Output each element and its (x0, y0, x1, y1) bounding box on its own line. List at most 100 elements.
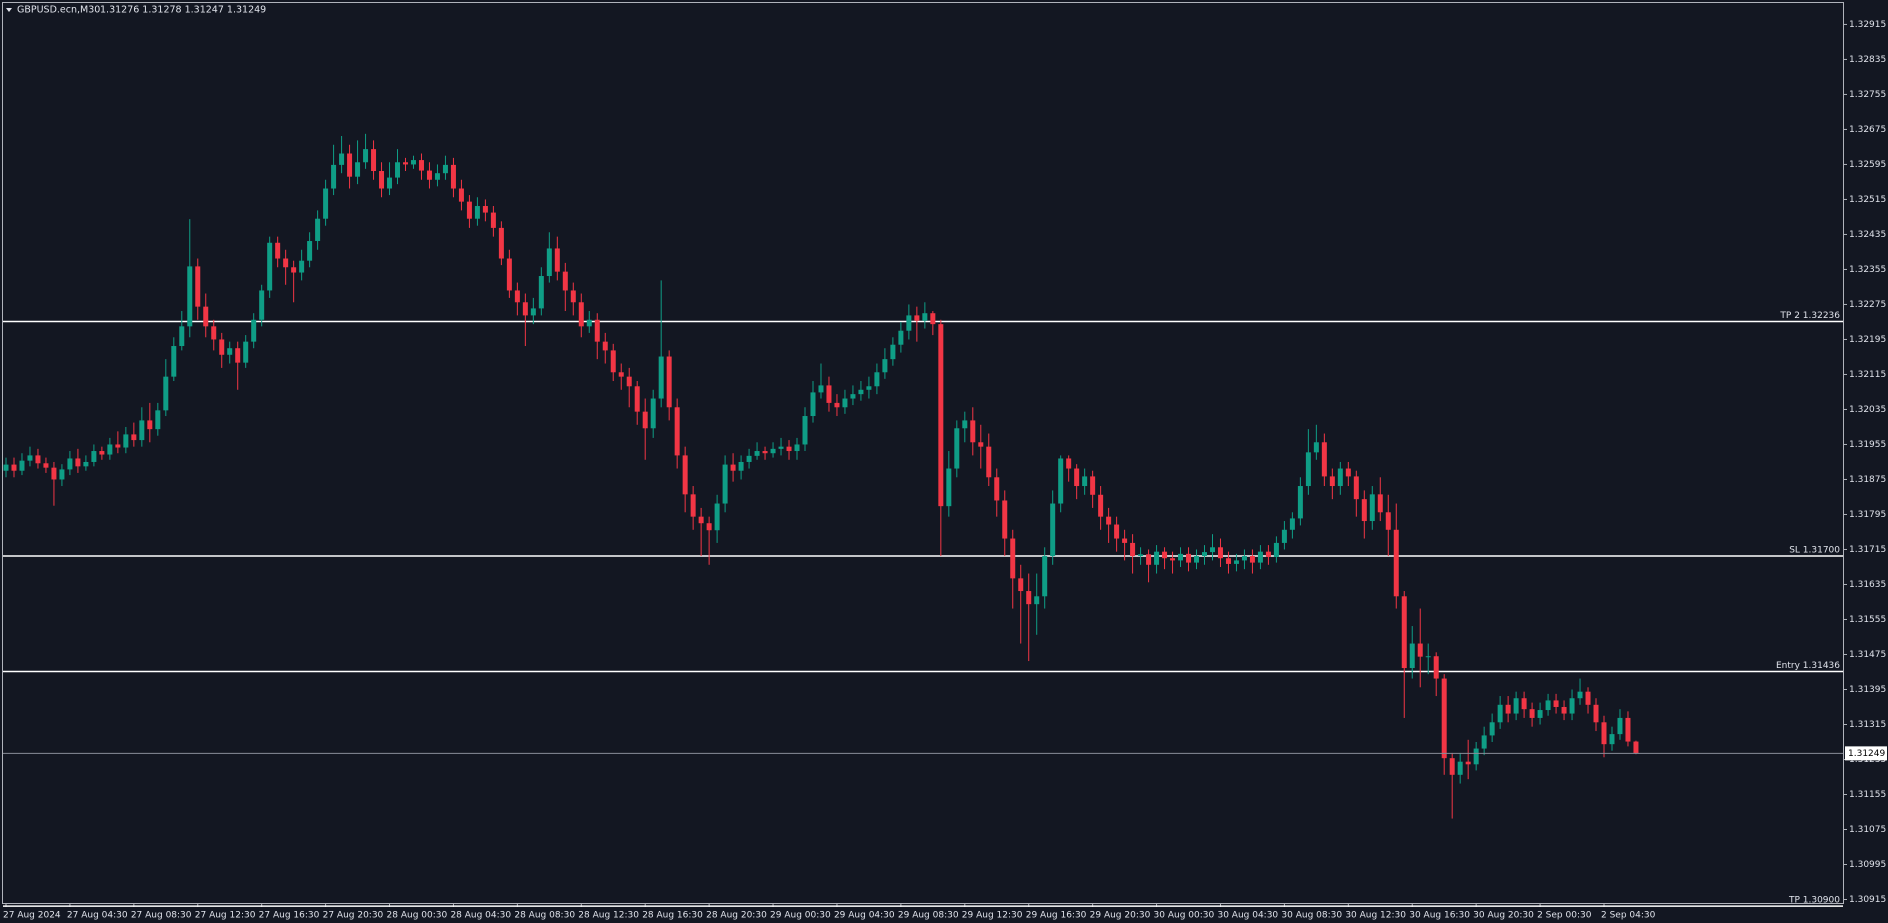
candle-body (379, 171, 385, 189)
candle-body (1369, 494, 1375, 522)
candle-body (562, 271, 568, 291)
candle-body (203, 306, 209, 327)
candle-body (1225, 558, 1231, 564)
candle-body (1217, 547, 1223, 559)
x-tick-label: 29 Aug 00:30 (770, 911, 831, 921)
x-tick-label: 27 Aug 12:30 (195, 911, 256, 921)
candle-body (83, 461, 89, 467)
candle-body (323, 188, 329, 219)
candle-body (1569, 698, 1575, 714)
candle-body (339, 153, 345, 165)
candle-body (834, 402, 840, 408)
candle-body (594, 319, 600, 342)
candle-body (1433, 656, 1439, 679)
candle-body (1114, 524, 1120, 539)
y-tick-label: 1.30915 (1849, 895, 1886, 905)
x-tick-label: 27 Aug 08:30 (131, 911, 192, 921)
candle-body (874, 372, 880, 387)
candle-body (914, 315, 920, 321)
candle-body (498, 227, 504, 259)
candle-body (1361, 499, 1367, 522)
y-tick-label: 1.31795 (1849, 510, 1886, 520)
x-tick-label: 30 Aug 20:30 (1473, 911, 1534, 921)
candle-body (315, 218, 321, 242)
candle-body (642, 411, 648, 429)
candle-body (434, 173, 440, 180)
candle-body (1489, 722, 1495, 736)
candle-body (1537, 710, 1543, 718)
candle-body (1377, 494, 1383, 513)
candle-body (746, 455, 752, 462)
candle-body (866, 386, 872, 390)
candle-body (1441, 678, 1447, 759)
candle-body (578, 302, 584, 327)
candle-body (227, 348, 233, 355)
candle-body (738, 461, 744, 471)
candle-body (1233, 560, 1239, 564)
candle-body (818, 385, 824, 393)
candle-body (1265, 551, 1271, 557)
candle-body (938, 324, 944, 507)
candle-body (850, 394, 856, 399)
candle-body (530, 308, 536, 316)
x-tick-label: 28 Aug 08:30 (514, 911, 575, 921)
candle-body (482, 206, 488, 213)
candle-body (123, 434, 129, 448)
candle-body (1609, 734, 1615, 745)
candle-body (986, 446, 992, 478)
y-tick-label: 1.30995 (1849, 860, 1886, 870)
candle-body (155, 410, 161, 430)
x-tick-label: 28 Aug 12:30 (578, 911, 639, 921)
candle-body (410, 160, 416, 165)
candle-body (11, 464, 17, 471)
x-tick-label: 27 Aug 20:30 (323, 911, 384, 921)
x-tick-label: 29 Aug 16:30 (1026, 911, 1087, 921)
candle-body (1010, 538, 1016, 579)
candle-body (139, 420, 145, 441)
menu-arrow[interactable] (6, 8, 12, 12)
candle-body (1202, 552, 1207, 557)
candle-body (259, 290, 265, 320)
candle-body (522, 302, 528, 316)
candle-body (954, 428, 960, 469)
y-tick-label: 1.32115 (1849, 370, 1886, 380)
candle-body (466, 201, 472, 219)
candle-body (331, 164, 337, 189)
candle-body (275, 242, 281, 259)
candle-body (1074, 468, 1080, 487)
candle-body (211, 326, 217, 340)
candle-body (970, 420, 976, 443)
y-tick-label: 1.32595 (1849, 160, 1886, 170)
candle-body (307, 241, 313, 261)
candle-body (51, 467, 57, 480)
candle-body (75, 458, 81, 467)
candle-body (147, 420, 153, 430)
candle-body (658, 356, 664, 399)
candle-body (59, 469, 65, 480)
candle-body (1553, 700, 1559, 707)
candle-body (618, 372, 624, 377)
candle-body (1633, 741, 1639, 754)
x-tick-label: 29 Aug 08:30 (898, 911, 959, 921)
candle-body (163, 376, 169, 411)
x-tick-label: 30 Aug 04:30 (1217, 911, 1278, 921)
candle-body (682, 455, 688, 495)
x-tick-label: 30 Aug 08:30 (1281, 911, 1342, 921)
candle-body (890, 344, 896, 360)
candle-body (1178, 553, 1184, 561)
candle-body (994, 477, 1000, 501)
candle-body (1529, 709, 1535, 718)
candle-body (1401, 596, 1407, 669)
y-tick-label: 1.31075 (1849, 825, 1886, 835)
candle-body (1545, 700, 1551, 711)
candle-body (371, 149, 377, 172)
candle-body (962, 420, 968, 429)
candle-body (347, 153, 353, 177)
x-tick-label: 28 Aug 16:30 (642, 911, 703, 921)
x-tick-label: 28 Aug 20:30 (706, 911, 767, 921)
candle-body (1625, 717, 1631, 742)
candle-body (810, 392, 816, 417)
x-tick-label: 29 Aug 20:30 (1090, 911, 1151, 921)
candle-body (283, 258, 289, 268)
